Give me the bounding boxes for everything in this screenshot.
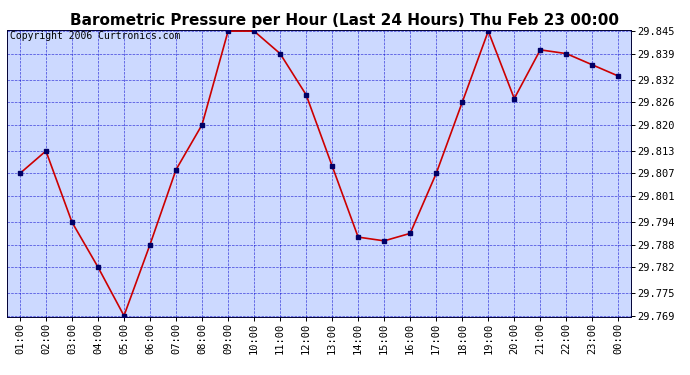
Text: Copyright 2006 Curtronics.com: Copyright 2006 Curtronics.com: [10, 32, 180, 41]
Text: Barometric Pressure per Hour (Last 24 Hours) Thu Feb 23 00:00: Barometric Pressure per Hour (Last 24 Ho…: [70, 13, 620, 28]
